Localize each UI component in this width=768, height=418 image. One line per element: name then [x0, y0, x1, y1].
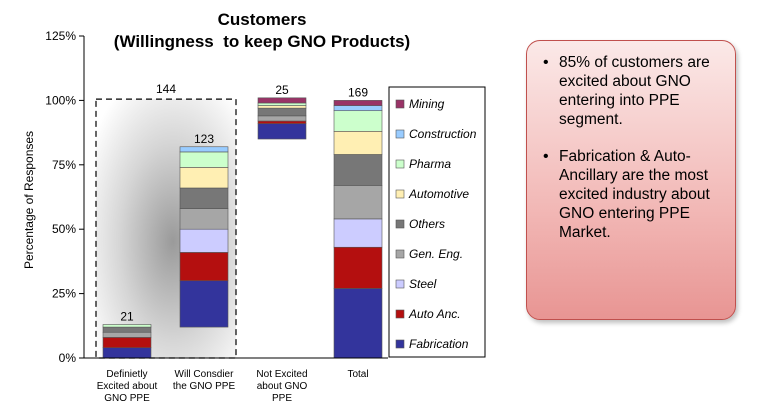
- legend-swatch: [395, 129, 405, 139]
- legend: Mining Construction Pharma Automotive Others…: [388, 86, 486, 358]
- x-tick-label-line: Will Consdier: [175, 369, 235, 380]
- legend-label: Mining: [409, 97, 445, 111]
- x-tick-label-line: the GNO PPE: [173, 381, 236, 392]
- bar-segment-mining: [257, 97, 307, 104]
- bar-segment-others: [102, 326, 152, 333]
- y-tick-label: 25%: [52, 287, 76, 301]
- bar-segment-auto-anc: [179, 252, 229, 282]
- x-tick-label: Definietly Excited about GNO PPE: [97, 369, 158, 404]
- legend-box: [388, 86, 486, 358]
- y-tick-label: 100%: [45, 93, 76, 107]
- legend-label: Gen. Eng.: [409, 247, 463, 261]
- bar-segment-mining: [333, 100, 383, 106]
- x-tick-label-line: GNO PPE: [104, 393, 150, 404]
- bar-segment-pharma: [102, 324, 152, 328]
- y-tick-label: 50%: [52, 222, 76, 236]
- legend-swatch: [395, 219, 405, 229]
- legend-label: Pharma: [409, 157, 451, 171]
- legend-swatch: [395, 249, 405, 259]
- bar-total-label: 25: [275, 83, 289, 97]
- x-tick-label-line: Total: [347, 369, 368, 380]
- x-tick-label-line: Definietly: [106, 369, 147, 380]
- bar-segment-pharma: [179, 151, 229, 168]
- bar-total-label: 21: [120, 310, 134, 324]
- legend-swatch: [395, 189, 405, 199]
- bar-segment-construction: [333, 105, 383, 112]
- legend-label: Auto Anc.: [408, 307, 461, 321]
- bar-segment-steel: [179, 228, 229, 253]
- callout-point: Fabrication & Auto-Ancillary are the mos…: [543, 147, 721, 242]
- y-tick-label: 0%: [59, 351, 77, 365]
- bar-segment-fabrication: [257, 123, 307, 140]
- bar-segment-others: [257, 107, 307, 117]
- bar-segment-automotive: [257, 105, 307, 109]
- legend-label: Others: [409, 217, 445, 231]
- legend-swatch: [395, 99, 405, 109]
- axes-layer: 0% 25% 50% 75% 100% 125% Definietly Excited abo…: [45, 29, 388, 404]
- bar-segment-gen-eng: [102, 331, 152, 338]
- bar-segment-others: [179, 187, 229, 209]
- x-tick-label: Total: [347, 369, 368, 380]
- bar-segment-auto-anc: [102, 337, 152, 348]
- x-tick-label-line: Not Excited: [256, 369, 307, 380]
- bar-segment-automotive: [179, 167, 229, 189]
- legend-swatch: [395, 159, 405, 169]
- bar-segment-gen-eng: [179, 208, 229, 230]
- x-tick-label-line: Excited about: [97, 381, 158, 392]
- bar-segment-pharma: [333, 110, 383, 132]
- bar-segment-fabrication: [333, 288, 383, 359]
- x-tick-label: Will Consdier the GNO PPE: [173, 369, 236, 392]
- bar-segment-fabrication: [179, 280, 229, 328]
- bar-segment-gen-eng: [257, 115, 307, 122]
- y-axis-label: Percentage of Responses: [22, 131, 36, 269]
- y-tick-label: 125%: [45, 29, 76, 43]
- y-tick-label: 75%: [52, 158, 76, 172]
- legend-label: Fabrication: [409, 337, 469, 351]
- x-tick-label: Not Excited about GNO PPE: [256, 369, 307, 404]
- legend-swatch: [395, 309, 405, 319]
- bar-segment-steel: [333, 218, 383, 248]
- bar-segment-pharma: [257, 102, 307, 106]
- group-total-label: 144: [156, 82, 176, 96]
- bars-layer: 144 21 123 25 169: [102, 82, 383, 359]
- legend-label: Automotive: [408, 187, 469, 201]
- x-tick-label-line: about GNO: [257, 381, 308, 392]
- bar-segment-fabrication: [102, 347, 152, 359]
- x-tick-label-line: PPE: [272, 393, 292, 404]
- bar-segment-automotive: [333, 131, 383, 155]
- bar-total-label: 123: [194, 132, 214, 146]
- insight-callout: 85% of customers are excited about GNO e…: [526, 40, 736, 320]
- bar-total-label: 169: [348, 85, 368, 99]
- bar-segment-auto-anc: [257, 120, 307, 124]
- bar-segment-auto-anc: [333, 246, 383, 289]
- stacked-bar-chart: Customers (Willingness to keep GNO Produ…: [22, 10, 486, 404]
- bar-segment-gen-eng: [333, 185, 383, 220]
- bar-segment-others: [333, 154, 383, 186]
- legend-label: Steel: [409, 277, 437, 291]
- legend-swatch: [395, 279, 405, 289]
- chart-title: Customers: [218, 10, 307, 29]
- chart-subtitle: (Willingness to keep GNO Products): [114, 32, 410, 51]
- bar-segment-construction: [179, 146, 229, 153]
- callout-point: 85% of customers are excited about GNO e…: [543, 53, 721, 129]
- legend-swatch: [395, 339, 405, 349]
- legend-label: Construction: [409, 127, 477, 141]
